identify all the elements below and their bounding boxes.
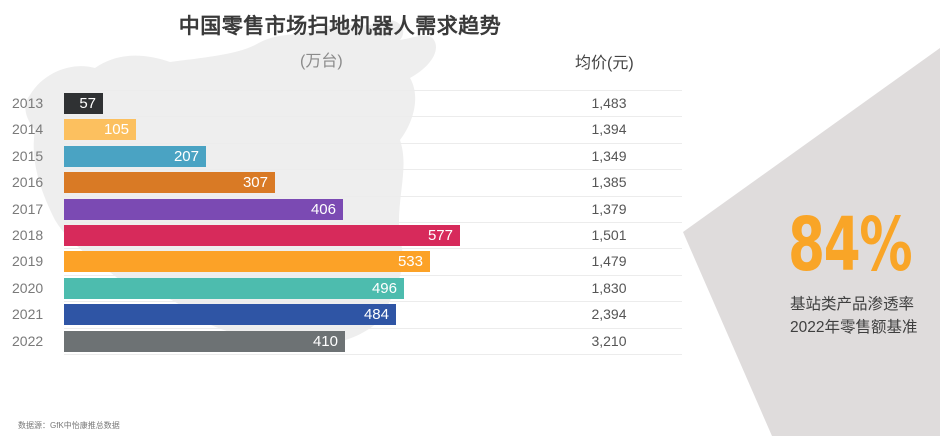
average-price-value: 2,394 xyxy=(591,306,627,323)
chart-row: 2018 577 1,501 xyxy=(0,222,690,250)
average-price-value: 1,349 xyxy=(591,147,627,164)
row-separator xyxy=(64,353,682,355)
chart-row: 2021 484 2,394 xyxy=(0,301,690,329)
row-separator xyxy=(64,142,682,144)
units-bar: 57 xyxy=(64,93,103,114)
year-label: 2020 xyxy=(12,279,44,296)
price-column-header: 均价(元) xyxy=(575,55,634,72)
chart-row: 2015 207 1,349 xyxy=(0,143,690,171)
units-value-label: 577 xyxy=(427,227,453,244)
units-bar: 484 xyxy=(64,304,396,326)
year-label: 2021 xyxy=(12,306,44,323)
units-value-label: 307 xyxy=(242,174,268,192)
units-value-label: 533 xyxy=(397,253,423,271)
average-price-value: 1,385 xyxy=(591,174,627,191)
penetration-rate-caption: 基站类产品渗透率 xyxy=(790,296,915,313)
average-price-value: 1,501 xyxy=(591,227,627,243)
units-bar: 533 xyxy=(64,251,430,273)
row-separator xyxy=(64,90,682,91)
year-label: 2019 xyxy=(12,253,44,270)
chart-title: 中国零售市场扫地机器人需求趋势 xyxy=(178,15,502,38)
year-label: 2013 xyxy=(12,95,44,111)
row-separator xyxy=(64,169,682,171)
units-bar: 105 xyxy=(64,119,136,141)
row-separator xyxy=(64,195,682,197)
data-source-footnote: 数据源：GfK中怡康推总数据 xyxy=(18,421,120,430)
penetration-rate-value: 84% xyxy=(788,202,913,288)
chart-row: 2020 496 1,830 xyxy=(0,275,690,303)
average-price-value: 1,394 xyxy=(591,121,627,138)
units-bar: 410 xyxy=(64,330,345,352)
year-label: 2018 xyxy=(12,227,44,243)
average-price-value: 1,830 xyxy=(591,279,627,296)
units-value-label: 410 xyxy=(312,332,338,350)
units-label: (万台) xyxy=(300,53,343,70)
chart-row: 2016 307 1,385 xyxy=(0,169,690,197)
chart-row: 2019 533 1,479 xyxy=(0,248,690,276)
units-value-label: 496 xyxy=(371,279,397,297)
row-separator xyxy=(64,274,682,276)
units-bar: 496 xyxy=(64,277,404,299)
units-value-label: 105 xyxy=(103,121,129,139)
average-price-value: 3,210 xyxy=(591,332,627,349)
year-label: 2014 xyxy=(12,121,44,138)
units-bar: 406 xyxy=(64,198,343,220)
units-bar: 307 xyxy=(64,172,275,194)
chart-row: 2022 410 3,210 xyxy=(0,328,690,355)
chart-row: 2013 57 1,483 xyxy=(0,90,690,118)
row-separator xyxy=(64,301,682,303)
units-value-label: 57 xyxy=(79,95,96,112)
row-separator xyxy=(64,116,682,118)
year-label: 2022 xyxy=(12,332,44,349)
row-separator xyxy=(64,327,682,329)
chart-row: 2014 105 1,394 xyxy=(0,116,690,144)
penetration-rate-basis: 2022年零售额基准 xyxy=(790,319,918,336)
year-label: 2015 xyxy=(12,147,44,164)
average-price-value: 1,479 xyxy=(591,253,627,270)
units-value-label: 207 xyxy=(173,147,199,165)
row-separator xyxy=(64,248,682,250)
units-bar: 577 xyxy=(64,225,460,246)
units-value-label: 406 xyxy=(310,200,336,218)
year-label: 2016 xyxy=(12,174,44,191)
year-label: 2017 xyxy=(12,200,44,217)
average-price-value: 1,379 xyxy=(591,200,627,217)
chart-row: 2017 406 1,379 xyxy=(0,196,690,223)
units-value-label: 484 xyxy=(363,306,389,324)
units-bar: 207 xyxy=(64,145,206,167)
average-price-value: 1,483 xyxy=(591,95,627,111)
row-separator xyxy=(64,221,682,223)
